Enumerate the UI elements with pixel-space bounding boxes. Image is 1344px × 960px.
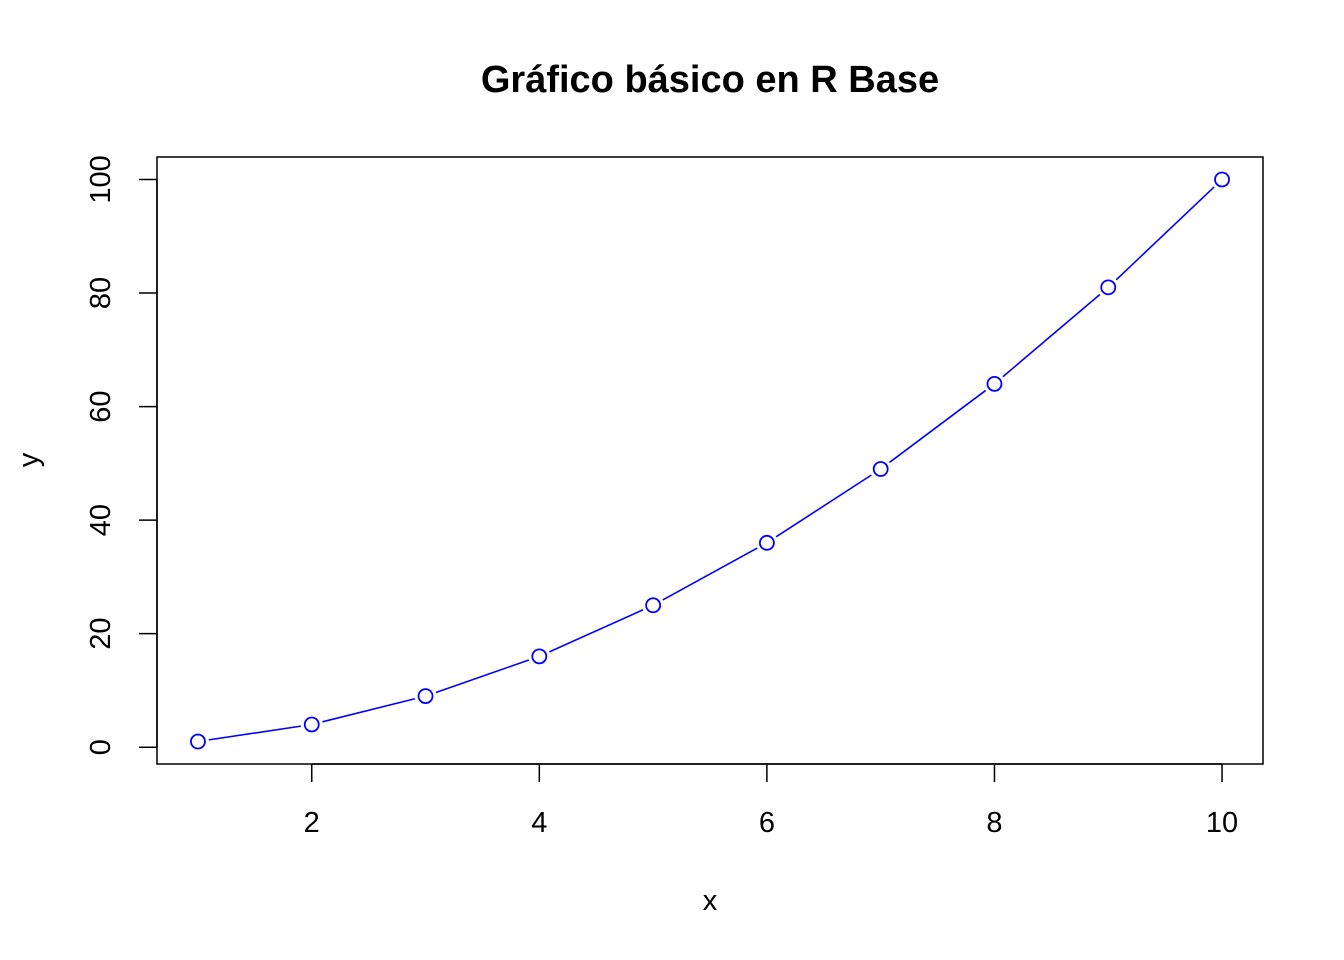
series-line-segment bbox=[322, 697, 416, 723]
series-line-segment bbox=[1002, 293, 1101, 378]
data-point bbox=[417, 688, 434, 705]
y-tick-label: 80 bbox=[85, 277, 117, 309]
y-axis-label: y bbox=[13, 452, 45, 467]
x-tick-label: 8 bbox=[986, 807, 1002, 839]
data-point bbox=[645, 597, 662, 614]
x-tick-label: 2 bbox=[304, 807, 320, 839]
y-tick-label: 60 bbox=[85, 390, 117, 422]
series-line-segment bbox=[775, 474, 872, 538]
y-tick-label: 20 bbox=[85, 618, 117, 650]
series-line-segment bbox=[435, 659, 530, 694]
series-layer bbox=[190, 171, 1230, 750]
data-point bbox=[986, 375, 1003, 392]
series-line-segment bbox=[549, 609, 644, 653]
series-line-segment bbox=[662, 547, 758, 601]
x-axis: 2 4 6 8 10 bbox=[304, 763, 1238, 839]
data-point bbox=[190, 733, 206, 750]
y-tick-label: 100 bbox=[85, 155, 117, 203]
x-tick-label: 6 bbox=[759, 807, 775, 839]
chart-title: Gráfico básico en R Base bbox=[481, 59, 939, 101]
x-tick-label: 4 bbox=[531, 807, 547, 839]
data-point bbox=[1214, 171, 1230, 188]
x-axis-label: x bbox=[703, 885, 718, 917]
y-axis: 0 20 40 60 80 100 bbox=[85, 155, 158, 755]
series-line-segment bbox=[208, 725, 301, 741]
data-point bbox=[758, 534, 775, 551]
data-point bbox=[1100, 279, 1117, 296]
series-line-segment bbox=[1115, 186, 1215, 281]
x-tick-label: 10 bbox=[1206, 807, 1238, 839]
data-point bbox=[531, 648, 548, 665]
data-point bbox=[872, 461, 889, 477]
data-point bbox=[303, 716, 320, 733]
series-line-segment bbox=[889, 389, 987, 464]
plot-frame bbox=[156, 156, 1264, 765]
y-tick-label: 0 bbox=[85, 739, 117, 755]
y-tick-label: 40 bbox=[85, 504, 117, 536]
